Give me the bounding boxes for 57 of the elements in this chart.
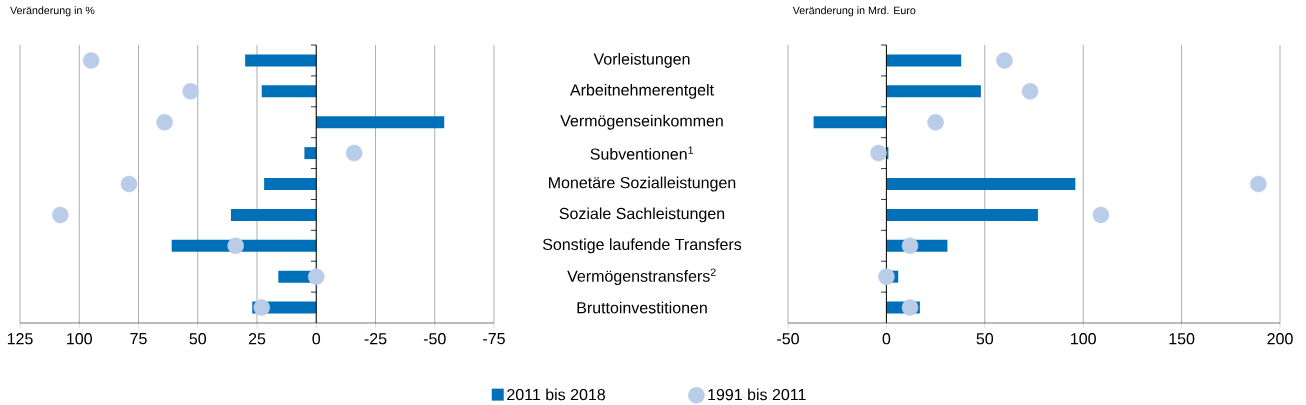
bar — [245, 54, 317, 67]
x-tick-label: 200 — [1267, 333, 1293, 345]
bar — [316, 116, 445, 129]
y-tick-label: Vermögenstransfers$^{2}$ — [567, 268, 716, 285]
bar — [304, 147, 317, 160]
y-tick-label: Sonstige laufende Transfers — [542, 238, 742, 254]
bar — [261, 85, 317, 98]
point — [1021, 83, 1039, 100]
point — [878, 268, 895, 285]
point — [182, 83, 199, 100]
point — [996, 52, 1013, 69]
x-tick-label: 100 — [1071, 333, 1096, 345]
x-tick-label: -50 — [777, 333, 799, 345]
bar — [230, 208, 317, 221]
x-tick-label: 75 — [130, 333, 147, 345]
y-tick-label: Subventionen$^{1}$ — [590, 146, 694, 160]
point — [227, 237, 244, 255]
bar — [886, 85, 981, 98]
x-tick-label: 150 — [1169, 333, 1195, 345]
point — [345, 144, 363, 162]
x-tick-label: 100 — [67, 333, 92, 345]
chart-title: Veränderung in Mrd. Euro — [792, 6, 916, 17]
point — [52, 206, 69, 224]
bar — [886, 208, 1038, 221]
point — [120, 175, 138, 193]
point — [870, 144, 887, 162]
point — [307, 268, 325, 285]
point — [82, 52, 100, 69]
legend-label: 1991 bis 2011 — [708, 388, 806, 401]
x-tick-label: 50 — [976, 333, 994, 345]
y-tick-label: Vorleistungen — [593, 52, 690, 68]
x-tick-label: 0 — [312, 333, 321, 345]
bar — [813, 116, 887, 129]
bar — [886, 54, 962, 67]
point — [901, 237, 919, 255]
x-tick-label: 25 — [248, 333, 266, 345]
legend-label: 2011 bis 2018 — [507, 388, 606, 401]
x-tick-label: 125 — [7, 333, 33, 345]
y-tick-label: Arbeitnehmerentgelt — [569, 83, 714, 99]
point — [1092, 206, 1110, 224]
y-tick-label: Vermögenseinkommen — [560, 114, 723, 130]
point — [253, 299, 271, 316]
x-tick-label: 50 — [189, 333, 207, 345]
point — [156, 113, 173, 131]
bar — [264, 178, 317, 191]
x-tick-label: -50 — [423, 333, 446, 345]
x-tick-label: 0 — [882, 333, 891, 345]
point — [901, 299, 919, 316]
y-tick-label: Bruttoinvestitionen — [577, 301, 707, 314]
bar — [886, 178, 1076, 191]
x-tick-label: -75 — [483, 333, 505, 345]
point — [1250, 175, 1267, 193]
x-tick-label: -25 — [364, 333, 387, 345]
y-tick-label: Soziale Sachleistungen — [559, 207, 725, 223]
chart-title: Veränderung in % — [10, 6, 95, 17]
y-tick-label: Monetäre Sozialleistungen — [549, 176, 736, 192]
point — [927, 113, 944, 131]
